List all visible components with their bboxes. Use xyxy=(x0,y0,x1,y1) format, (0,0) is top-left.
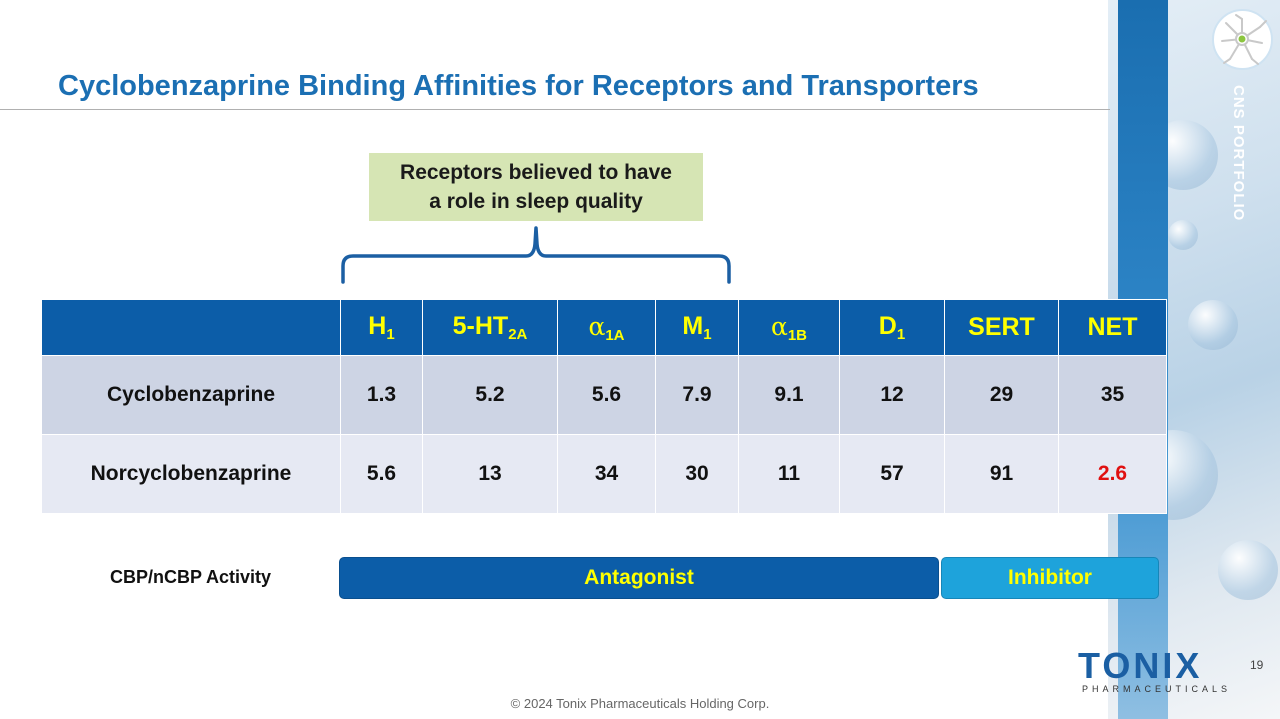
column-header-subscript: 2A xyxy=(508,326,528,343)
molecule-sphere xyxy=(1188,300,1238,350)
row-label: Norcyclobenzaprine xyxy=(41,434,341,514)
column-header-subscript: 1 xyxy=(703,326,712,343)
row-label: Cyclobenzaprine xyxy=(41,355,341,435)
inhibitor-bar: Inhibitor xyxy=(942,558,1158,598)
column-header-base: α xyxy=(770,311,788,341)
affinity-value-cell: 13 xyxy=(422,434,558,514)
affinity-value-cell: 57 xyxy=(839,434,945,514)
antagonist-bar: Antagonist xyxy=(340,558,938,598)
column-header-base: 5-HT xyxy=(452,312,509,340)
column-header-base: H xyxy=(368,312,387,340)
callout-line-2: a role in sleep quality xyxy=(429,190,643,213)
activity-label: CBP/nCBP Activity xyxy=(110,567,272,587)
column-header: α1A xyxy=(557,299,656,356)
affinity-value-cell: 29 xyxy=(944,355,1059,435)
affinity-value-cell: 5.2 xyxy=(422,355,558,435)
table-header-row: H1 5-HT2A α1A M1 α1B D1 SERT NET xyxy=(41,299,1167,356)
affinity-value-cell: 7.9 xyxy=(655,355,739,435)
slide-title: Cyclobenzaprine Binding Affinities for R… xyxy=(58,70,979,102)
neuron-icon xyxy=(1212,9,1273,70)
table-row: Cyclobenzaprine 1.3 5.2 5.6 7.9 9.1 12 29 35 xyxy=(41,355,1167,435)
callout-line-1: Receptors believed to have xyxy=(400,161,672,184)
column-header-base: NET xyxy=(1087,313,1138,341)
column-header: H1 xyxy=(340,299,423,356)
column-header: D1 xyxy=(839,299,945,356)
column-header-base: D xyxy=(878,312,897,340)
table-row: Norcyclobenzaprine 5.6 13 34 30 11 57 91 2.6 xyxy=(41,434,1167,514)
affinity-value-cell: 1.3 xyxy=(340,355,423,435)
affinity-value-cell: 5.6 xyxy=(340,434,423,514)
affinity-value-cell: 34 xyxy=(557,434,656,514)
column-header: NET xyxy=(1058,299,1167,356)
affinity-value-cell: 9.1 xyxy=(738,355,840,435)
column-header-subscript: 1A xyxy=(605,326,625,344)
header-empty-cell xyxy=(41,299,341,356)
logo-subtitle: PHARMACEUTICALS xyxy=(1082,684,1232,694)
column-header-base: M xyxy=(682,312,704,340)
binding-affinity-table: H1 5-HT2A α1A M1 α1B D1 SERT NET Cyclobenzaprin… xyxy=(41,299,1167,514)
column-header-base: SERT xyxy=(968,313,1035,341)
molecule-sphere xyxy=(1168,220,1198,250)
column-header: 5-HT2A xyxy=(422,299,558,356)
column-header-base: α xyxy=(588,311,606,341)
curly-brace xyxy=(341,226,731,284)
copyright-notice: © 2024 Tonix Pharmaceuticals Holding Cor… xyxy=(510,696,770,711)
column-header-subscript: 1 xyxy=(896,326,906,343)
column-header-subscript: 1 xyxy=(386,326,395,343)
page-number: 19 xyxy=(1250,658,1264,672)
section-label: CNS PORTFOLIO xyxy=(1230,85,1247,222)
title-divider xyxy=(0,109,1110,110)
sleep-receptors-callout: Receptors believed to have a role in sle… xyxy=(369,153,703,221)
affinity-value-cell: 30 xyxy=(655,434,739,514)
column-header-subscript: 1B xyxy=(787,326,808,344)
affinity-value-cell: 12 xyxy=(839,355,945,435)
column-header: α1B xyxy=(738,299,840,356)
affinity-value-cell: 35 xyxy=(1058,355,1167,435)
molecule-sphere xyxy=(1218,540,1278,600)
affinity-value-cell: 11 xyxy=(738,434,840,514)
affinity-value-cell: 5.6 xyxy=(557,355,656,435)
affinity-value-cell: 91 xyxy=(944,434,1059,514)
column-header: SERT xyxy=(944,299,1059,356)
tonix-logo: TONIX PHARMACEUTICALS xyxy=(1078,645,1227,695)
logo-wordmark: TONIX xyxy=(1078,645,1203,686)
column-header: M1 xyxy=(655,299,739,356)
affinity-value-cell: 2.6 xyxy=(1058,434,1167,514)
